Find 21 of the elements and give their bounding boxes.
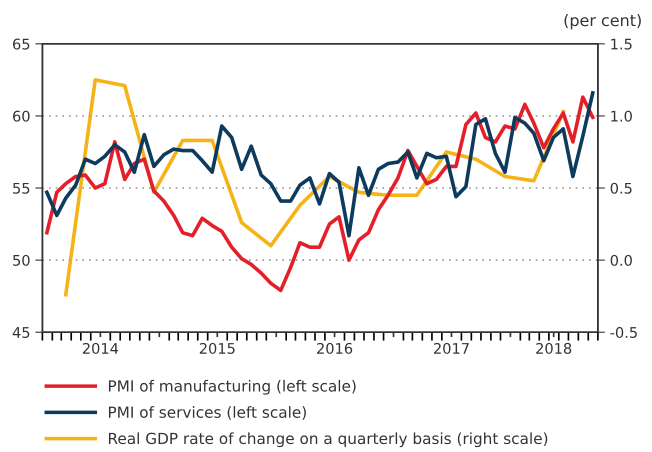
y-tick-label: 60 xyxy=(13,110,30,122)
legend-label: PMI of services (left scale) xyxy=(108,406,306,420)
y2-axis-title: (per cent) xyxy=(564,14,641,30)
x-tick-label: 2014 xyxy=(82,342,118,354)
x-tick-label: 2016 xyxy=(317,342,352,354)
legend-label: Real GDP rate of change on a quarterly basis (right scale) xyxy=(108,432,548,448)
x-tick-label: 2017 xyxy=(434,342,469,354)
legend-label: PMI of manufacturing (left scale) xyxy=(108,380,356,395)
y2-tick-label: 0.5 xyxy=(610,182,632,194)
y-tick-label: 65 xyxy=(13,38,30,50)
y-tick-label: 50 xyxy=(13,254,30,266)
x-tick-label: 2015 xyxy=(200,342,235,354)
line-series xyxy=(45,95,595,292)
y2-tick-label: 1.5 xyxy=(611,38,632,50)
x-tick-label: 2018 xyxy=(536,342,572,354)
y2-tick-label: 0.0 xyxy=(610,254,632,266)
y2-tick-label: 1.0 xyxy=(611,110,632,122)
y-tick-label: 55 xyxy=(13,182,30,194)
y2-tick-label: -0.5 xyxy=(610,326,637,338)
y-tick-label: 45 xyxy=(12,327,30,338)
line-series xyxy=(45,91,595,238)
